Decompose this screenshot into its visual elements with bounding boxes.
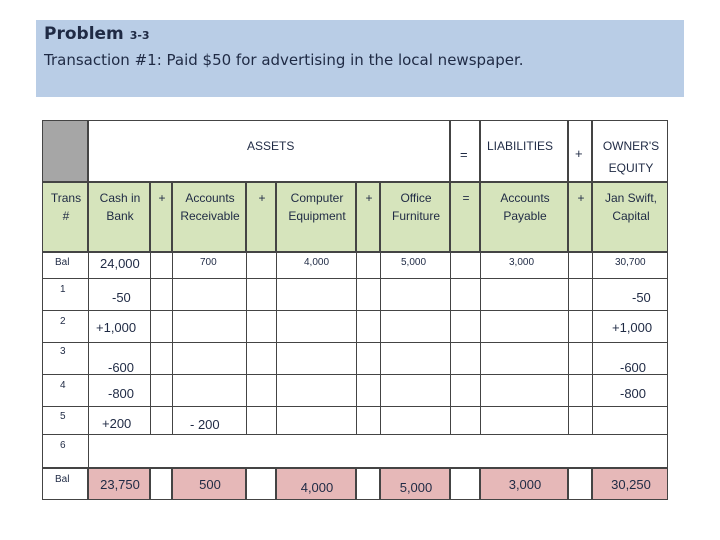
end-gap-2 (246, 468, 276, 500)
col-cash-1: Cash in (99, 191, 141, 205)
end-cash-cell: 23,750 (88, 468, 150, 500)
row-end-label: Bal (55, 474, 70, 485)
assets-label: ASSETS (247, 139, 295, 153)
col-cap-1: Jan Swift, (604, 191, 658, 205)
col-ce-1: Computer (290, 191, 344, 205)
assets-header: ASSETS (88, 120, 450, 182)
end-ar-cell: 500 (172, 468, 246, 500)
row-3-label: 3 (60, 346, 66, 357)
end-gap-1 (150, 468, 172, 500)
r1-cash: -50 (112, 290, 131, 305)
plus-4: + (577, 191, 585, 205)
r5-ar: - 200 (190, 417, 220, 432)
row-6-label: 6 (60, 440, 66, 451)
plus-2: + (258, 191, 266, 205)
problem-title: Problem 3-3 (44, 24, 150, 44)
col-ap: Accounts Payable (480, 182, 568, 252)
col-trans-1: Trans (50, 191, 82, 205)
plus-1: + (158, 191, 166, 205)
col-ar: Accounts Receivable (172, 182, 246, 252)
col-trans-2: # (62, 209, 70, 223)
col-ce: Computer Equipment (276, 182, 356, 252)
equals-header: = (450, 120, 480, 182)
end-gap-4 (450, 468, 480, 500)
end-gap-5 (568, 468, 592, 500)
col-cash: Cash in Bank (88, 182, 150, 252)
row-2-label: 2 (60, 316, 66, 327)
col-cash-2: Bank (106, 209, 134, 223)
r1-cap: -50 (632, 290, 651, 305)
bal-cash: 24,000 (100, 256, 140, 271)
row-bal-label: Bal (55, 257, 70, 268)
col-plus-4: + (568, 182, 592, 252)
problem-number: 3-3 (129, 29, 150, 42)
r3-cash: -600 (108, 360, 135, 375)
col-trans: Trans # (42, 182, 88, 252)
r4-cash: -800 (108, 386, 135, 401)
plus-header: + (568, 120, 592, 182)
row-1-label: 1 (60, 284, 66, 295)
equals-sign: = (460, 147, 468, 162)
col-of-1: Office (400, 191, 432, 205)
r2-cash: +1,000 (96, 320, 137, 335)
plus-3: + (365, 191, 373, 205)
col-equals: = (450, 182, 480, 252)
owners-equity-header: OWNER'S EQUITY (592, 120, 668, 182)
end-label-cell: Bal (42, 468, 88, 500)
plus-sign: + (575, 146, 583, 161)
r2-cap: +1,000 (612, 320, 653, 335)
liabilities-label: LIABILITIES (487, 139, 554, 153)
bal-ar: 700 (200, 257, 217, 268)
col-ap-2: Payable (503, 209, 547, 223)
end-ap-cell: 3,000 (480, 468, 568, 500)
end-ar: 500 (199, 477, 221, 492)
col-ce-2: Equipment (288, 209, 346, 223)
transaction-body (42, 252, 668, 468)
header-banner: Problem 3-3 Transaction #1: Paid $50 for… (36, 20, 684, 97)
r3-cap: -600 (620, 360, 647, 375)
corner-cell (42, 120, 88, 182)
end-of: 5,000 (399, 480, 433, 495)
col-of-2: Furniture (391, 209, 441, 223)
col-plus-3: + (356, 182, 380, 252)
end-ce-cell: 4,000 (276, 468, 356, 500)
col-of: Office Furniture (380, 182, 450, 252)
col-capital: Jan Swift, Capital (592, 182, 668, 252)
end-cap-cell: 30,250 (592, 468, 668, 500)
bal-ap: 3,000 (509, 257, 535, 268)
col-plus-1: + (150, 182, 172, 252)
row-5-label: 5 (60, 411, 66, 422)
r5-cash: +200 (102, 416, 132, 431)
end-ce: 4,000 (300, 480, 334, 495)
end-cap: 30,250 (611, 477, 651, 492)
end-ap: 3,000 (508, 477, 542, 492)
equity-label: EQUITY (608, 161, 654, 175)
liabilities-header: LIABILITIES (480, 120, 568, 182)
end-gap-3 (356, 468, 380, 500)
problem-label: Problem (44, 24, 124, 44)
col-cap-2: Capital (612, 209, 650, 223)
bal-cap: 30,700 (615, 257, 646, 268)
col-ar-2: Receivable (180, 209, 240, 223)
col-plus-2: + (246, 182, 276, 252)
owners-label: OWNER'S (602, 139, 660, 153)
bal-ce: 4,000 (304, 257, 330, 268)
r4-cap: -800 (620, 386, 647, 401)
col-ap-1: Accounts (500, 191, 550, 205)
bal-of: 5,000 (401, 257, 427, 268)
transaction-description: Transaction #1: Paid $50 for advertising… (44, 51, 524, 69)
equals-2: = (462, 191, 470, 205)
row-4-label: 4 (60, 380, 66, 391)
col-ar-1: Accounts (185, 191, 235, 205)
end-of-cell: 5,000 (380, 468, 450, 500)
accounting-equation-table: ASSETS = LIABILITIES + OWNER'S EQUITY Tr… (42, 120, 668, 500)
end-cash: 23,750 (100, 477, 140, 492)
